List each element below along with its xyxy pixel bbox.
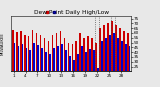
Bar <box>52 35 53 87</box>
Bar <box>115 25 117 87</box>
Bar <box>105 38 107 87</box>
Bar <box>80 33 81 87</box>
Bar <box>72 44 73 87</box>
Bar <box>25 48 27 87</box>
Bar <box>119 28 121 87</box>
Bar <box>61 44 63 87</box>
Bar <box>69 56 71 87</box>
Bar <box>41 48 43 87</box>
Bar <box>97 68 99 87</box>
Bar <box>83 38 85 87</box>
Bar <box>95 43 97 87</box>
Bar <box>113 33 115 87</box>
Bar <box>56 33 57 87</box>
Bar <box>57 46 59 87</box>
Bar <box>93 50 95 87</box>
Bar <box>29 50 31 87</box>
Bar <box>64 38 65 87</box>
Bar <box>33 43 35 87</box>
Bar <box>117 38 119 87</box>
Text: MILWAUKEE: MILWAUKEE <box>1 32 5 55</box>
Bar <box>76 41 77 87</box>
Bar <box>14 43 15 87</box>
Bar <box>12 30 14 87</box>
Bar <box>91 38 93 87</box>
Bar <box>45 52 47 87</box>
Bar <box>49 54 51 87</box>
Bar <box>53 48 55 87</box>
Bar <box>32 30 33 87</box>
Bar <box>68 43 69 87</box>
Bar <box>87 36 89 87</box>
Bar <box>99 28 101 87</box>
Bar <box>44 38 45 87</box>
Bar <box>28 36 29 87</box>
Bar <box>101 41 103 87</box>
Bar <box>107 23 109 87</box>
Bar <box>125 44 127 87</box>
Bar <box>121 41 123 87</box>
Bar <box>16 32 18 87</box>
Bar <box>24 35 25 87</box>
Bar <box>73 60 75 87</box>
Bar <box>60 31 61 87</box>
Bar <box>48 41 49 87</box>
Bar <box>103 25 105 87</box>
Bar <box>65 50 67 87</box>
Bar <box>85 52 87 87</box>
Bar <box>89 49 91 87</box>
Bar <box>36 33 37 87</box>
Bar <box>22 44 23 87</box>
Bar <box>40 35 41 87</box>
Bar <box>20 31 22 87</box>
Bar <box>109 35 111 87</box>
Bar <box>123 31 125 87</box>
Bar <box>129 46 131 87</box>
Bar <box>127 33 129 87</box>
Title: Dew Point Daily High/Low: Dew Point Daily High/Low <box>34 10 109 15</box>
Bar <box>37 45 39 87</box>
Bar <box>18 46 19 87</box>
Bar <box>111 21 113 87</box>
Bar <box>81 46 83 87</box>
Bar <box>77 54 79 87</box>
